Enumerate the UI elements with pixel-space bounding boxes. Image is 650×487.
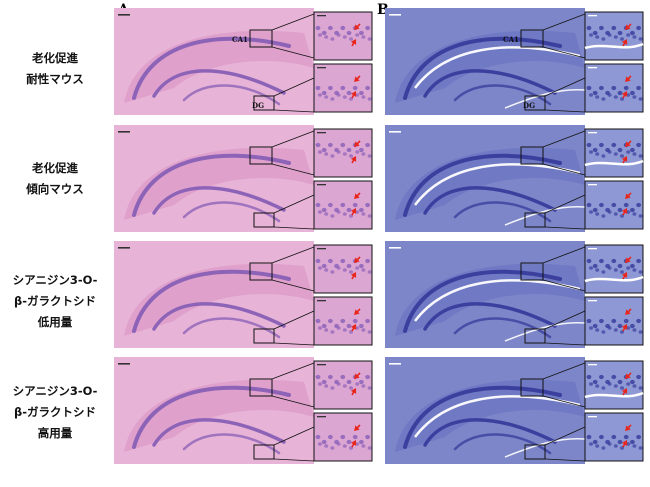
dg-inset xyxy=(313,412,373,462)
ca1-cell-layer xyxy=(132,385,291,449)
hippocampus-micrograph xyxy=(114,357,373,464)
ca1-region-box xyxy=(249,146,273,165)
dg-inset xyxy=(584,412,644,462)
ca1-region-box xyxy=(249,29,273,48)
dg-inset xyxy=(313,296,373,346)
dg-inset xyxy=(313,180,373,230)
hippocampus-micrograph xyxy=(385,241,644,348)
row-label-4-line-2: β-ガラクトシド xyxy=(13,405,96,419)
hippocampus-micrograph: CA1 DG xyxy=(114,8,373,115)
ca1-label: CA1 xyxy=(232,35,248,44)
hippocampus-micrograph xyxy=(114,125,373,232)
dg-label: DG xyxy=(252,101,264,110)
dg-inset xyxy=(584,296,644,346)
dg-cell-layer xyxy=(152,418,286,447)
ca1-region-box xyxy=(249,378,273,397)
dg-region-box xyxy=(524,95,546,111)
dg-cell-layer xyxy=(423,418,557,447)
dg-cell-layer xyxy=(152,186,286,215)
ca1-inset xyxy=(313,360,373,410)
dg-inset xyxy=(584,180,644,230)
ca1-inset xyxy=(584,244,644,294)
ca1-region-box xyxy=(520,378,544,397)
row-label-3-line-2: β-ガラクトシド xyxy=(13,294,96,308)
column-letter-b: B xyxy=(377,2,389,18)
dg-inset xyxy=(313,63,373,113)
ca1-region-box xyxy=(249,262,273,281)
dg-region-box xyxy=(253,328,275,344)
dg-region-box xyxy=(524,328,546,344)
panel-b-row-2 xyxy=(385,125,647,232)
dg-cell-layer xyxy=(423,302,557,331)
row-label-3: シアニジン3-O- β-ガラクトシド 低用量 xyxy=(0,270,110,333)
ca1-inset xyxy=(584,11,644,61)
row-label-4-line-1: シアニジン3-O- xyxy=(12,384,98,398)
ca1-label: CA1 xyxy=(503,35,519,44)
row-label-1: 老化促進 耐性マウス xyxy=(0,48,110,90)
row-label-2-line-2: 傾向マウス xyxy=(26,182,84,196)
ca1-cell-layer xyxy=(132,36,291,100)
ca1-cell-layer xyxy=(403,269,562,333)
hippocampus-micrograph xyxy=(114,241,373,348)
dg-region-box xyxy=(253,444,275,460)
ca1-cell-layer xyxy=(132,153,291,217)
row-label-4-line-3: 高用量 xyxy=(37,426,73,440)
dg-cell-layer xyxy=(423,69,557,98)
panel-b-row-1: CA1 DG xyxy=(385,8,647,115)
dg-label: DG xyxy=(523,101,535,110)
panel-a-row-4 xyxy=(114,357,376,464)
ca1-cell-layer xyxy=(403,385,562,449)
ca1-inset xyxy=(584,128,644,178)
ca1-inset xyxy=(313,11,373,61)
ca1-inset xyxy=(313,244,373,294)
panel-a-row-3 xyxy=(114,241,376,348)
row-label-1-line-2: 耐性マウス xyxy=(26,72,84,86)
ca1-cell-layer xyxy=(132,269,291,333)
dg-cell-layer xyxy=(152,302,286,331)
ca1-region-box xyxy=(520,146,544,165)
panel-b-row-4 xyxy=(385,357,647,464)
ca1-cell-layer xyxy=(403,36,562,100)
dg-inset xyxy=(584,63,644,113)
dg-region-box xyxy=(524,444,546,460)
panel-a-row-1: CA1 DG xyxy=(114,8,376,115)
row-label-2: 老化促進 傾向マウス xyxy=(0,158,110,200)
ca1-cell-layer xyxy=(403,153,562,217)
panel-b-row-3 xyxy=(385,241,647,348)
ca1-region-box xyxy=(520,262,544,281)
dg-region-box xyxy=(253,212,275,228)
hippocampus-micrograph xyxy=(385,125,644,232)
panel-a-row-2 xyxy=(114,125,376,232)
ca1-inset xyxy=(313,128,373,178)
dg-region-box xyxy=(253,95,275,111)
row-label-2-line-1: 老化促進 xyxy=(32,161,78,175)
hippocampus-micrograph xyxy=(385,357,644,464)
row-label-3-line-1: シアニジン3-O- xyxy=(12,273,98,287)
hippocampus-micrograph: CA1 DG xyxy=(385,8,644,115)
row-label-1-line-1: 老化促進 xyxy=(32,51,78,65)
row-label-3-line-3: 低用量 xyxy=(37,315,73,329)
dg-region-box xyxy=(524,212,546,228)
dg-cell-layer xyxy=(423,186,557,215)
row-label-4: シアニジン3-O- β-ガラクトシド 高用量 xyxy=(0,381,110,444)
dg-cell-layer xyxy=(152,69,286,98)
ca1-region-box xyxy=(520,29,544,48)
ca1-inset xyxy=(584,360,644,410)
